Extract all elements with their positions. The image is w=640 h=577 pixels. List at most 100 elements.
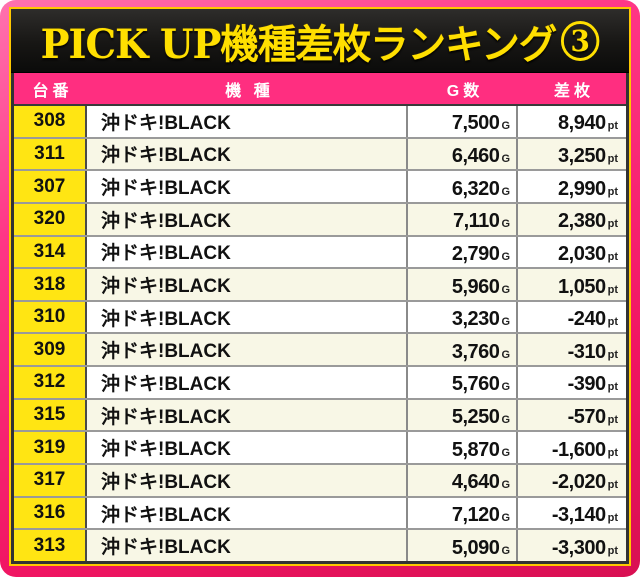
game-count-value: 3,230 bbox=[451, 308, 500, 331]
diff-medals-cell: -3,300 pt bbox=[518, 530, 626, 561]
diff-medals-suffix: pt bbox=[607, 414, 618, 427]
diff-medals-value: 3,250 bbox=[558, 144, 606, 167]
diff-medals-value: -3,300 bbox=[551, 536, 606, 559]
machine-number-cell: 316 bbox=[14, 497, 87, 529]
diff-medals-cell: -3,140 pt bbox=[518, 498, 626, 529]
game-count-value: 7,500 bbox=[451, 112, 500, 135]
rank-number: 3 bbox=[570, 23, 590, 58]
diff-medals-value: 8,940 bbox=[558, 112, 606, 135]
diff-medals-cell: 8,940 pt bbox=[518, 106, 626, 137]
game-count-cell: 5,250 G bbox=[408, 399, 518, 431]
table-row: 317 沖ドキ!BLACK 4,640 G -2,020 pt bbox=[14, 463, 626, 496]
machine-number-cell: 318 bbox=[14, 269, 87, 300]
diff-medals-cell: -310 pt bbox=[518, 334, 626, 366]
table-row: 307 沖ドキ!BLACK 6,320 G 2,990 pt bbox=[14, 169, 626, 202]
rank-number-badge: 3 bbox=[560, 20, 600, 61]
diff-medals-suffix: pt bbox=[607, 544, 618, 557]
game-count-cell: 7,500 G bbox=[408, 106, 518, 137]
diff-medals-suffix: pt bbox=[607, 479, 618, 492]
column-header-game-count: G数 bbox=[446, 82, 484, 100]
machine-name-cell: 沖ドキ!BLACK bbox=[87, 497, 408, 529]
machine-name-cell: 沖ドキ!BLACK bbox=[87, 465, 408, 496]
machine-name-cell: 沖ドキ!BLACK bbox=[87, 301, 408, 333]
table-row: 312 沖ドキ!BLACK 5,760 G -390 pt bbox=[14, 365, 626, 398]
diff-medals-value: -310 bbox=[567, 340, 607, 363]
game-count-cell: 3,760 G bbox=[408, 334, 518, 366]
machine-number-cell: 311 bbox=[14, 138, 87, 170]
diff-medals-value: -570 bbox=[567, 406, 607, 429]
game-count-cell: 5,870 G bbox=[408, 432, 518, 464]
diff-medals-cell: -1,600 pt bbox=[518, 432, 626, 463]
table-row: 313 沖ドキ!BLACK 5,090 G -3,300 pt bbox=[14, 528, 626, 561]
game-count-value: 5,090 bbox=[451, 536, 500, 559]
game-count-suffix: G bbox=[501, 479, 510, 492]
machine-number-cell: 309 bbox=[14, 334, 87, 366]
table-row: 309 沖ドキ!BLACK 3,760 G -310 pt bbox=[14, 332, 626, 366]
game-count-value: 6,320 bbox=[451, 177, 500, 200]
diff-medals-cell: 2,030 pt bbox=[518, 237, 626, 268]
column-header-machine-number: 台番 bbox=[32, 82, 73, 100]
machine-name-cell: 沖ドキ!BLACK bbox=[87, 106, 408, 137]
machine-name-cell: 沖ドキ!BLACK bbox=[87, 236, 408, 268]
panel: PICK UP機種差枚ランキング 3 台番 機 種 G数 差枚 308 沖ドキ!… bbox=[9, 7, 631, 566]
diff-medals-value: -1,600 bbox=[551, 438, 606, 461]
diff-medals-cell: 3,250 pt bbox=[518, 138, 626, 170]
table-row: 315 沖ドキ!BLACK 5,250 G -570 pt bbox=[14, 397, 626, 431]
diff-medals-cell: -240 pt bbox=[518, 302, 626, 333]
game-count-suffix: G bbox=[501, 381, 510, 394]
machine-name-cell: 沖ドキ!BLACK bbox=[87, 269, 408, 300]
diff-medals-cell: -2,020 pt bbox=[518, 465, 626, 496]
table-header-row: 台番 機 種 G数 差枚 bbox=[14, 73, 626, 106]
table-row: 316 沖ドキ!BLACK 7,120 G -3,140 pt bbox=[14, 495, 626, 529]
table-row: 320 沖ドキ!BLACK 7,110 G 2,380 pt bbox=[14, 201, 626, 235]
game-count-suffix: G bbox=[501, 283, 510, 296]
game-count-suffix: G bbox=[501, 512, 510, 524]
title-banner: PICK UP機種差枚ランキング 3 bbox=[11, 9, 629, 73]
diff-medals-value: 1,050 bbox=[558, 275, 606, 298]
game-count-suffix: G bbox=[501, 218, 510, 231]
machine-number-cell: 320 bbox=[14, 203, 87, 235]
machine-name-cell: 沖ドキ!BLACK bbox=[87, 203, 408, 235]
table-row: 308 沖ドキ!BLACK 7,500 G 8,940 pt bbox=[14, 106, 626, 137]
machine-name-cell: 沖ドキ!BLACK bbox=[87, 530, 408, 561]
game-count-suffix: G bbox=[501, 316, 510, 329]
game-count-suffix: G bbox=[501, 120, 510, 133]
column-header-diff-medals: 差枚 bbox=[553, 82, 594, 100]
diff-medals-cell: -570 pt bbox=[518, 399, 626, 431]
machine-number-cell: 315 bbox=[14, 399, 87, 431]
game-count-suffix: G bbox=[501, 250, 510, 263]
game-count-value: 4,640 bbox=[451, 471, 500, 494]
diff-medals-cell: 2,380 pt bbox=[518, 203, 626, 235]
machine-name-cell: 沖ドキ!BLACK bbox=[87, 334, 408, 366]
machine-number-cell: 313 bbox=[14, 530, 87, 561]
machine-number-cell: 319 bbox=[14, 432, 87, 464]
diff-medals-suffix: pt bbox=[607, 250, 618, 263]
game-count-cell: 2,790 G bbox=[408, 236, 518, 268]
table-row: 311 沖ドキ!BLACK 6,460 G 3,250 pt bbox=[14, 136, 626, 170]
machine-name-cell: 沖ドキ!BLACK bbox=[87, 367, 408, 398]
game-count-cell: 5,090 G bbox=[408, 530, 518, 561]
diff-medals-suffix: pt bbox=[607, 316, 618, 329]
machine-name-cell: 沖ドキ!BLACK bbox=[87, 432, 408, 464]
diff-medals-suffix: pt bbox=[607, 348, 618, 361]
page-title: PICK UP機種差枚ランキング 3 bbox=[41, 12, 600, 70]
game-count-value: 3,760 bbox=[451, 340, 500, 363]
table-row: 310 沖ドキ!BLACK 3,230 G -240 pt bbox=[14, 299, 626, 333]
diff-medals-value: -3,140 bbox=[551, 504, 606, 526]
game-count-cell: 6,460 G bbox=[408, 138, 518, 170]
machine-number-cell: 314 bbox=[14, 236, 87, 268]
diff-medals-suffix: pt bbox=[607, 218, 618, 231]
diff-medals-value: -240 bbox=[567, 308, 607, 331]
machine-number-cell: 308 bbox=[14, 106, 87, 137]
diff-medals-value: 2,990 bbox=[558, 177, 606, 200]
machine-name-cell: 沖ドキ!BLACK bbox=[87, 171, 408, 202]
diff-medals-suffix: pt bbox=[607, 512, 618, 524]
diff-medals-suffix: pt bbox=[607, 283, 618, 296]
machine-number-cell: 310 bbox=[14, 301, 87, 333]
game-count-value: 5,760 bbox=[451, 373, 500, 396]
game-count-cell: 7,120 G bbox=[408, 497, 518, 529]
machine-number-cell: 317 bbox=[14, 465, 87, 496]
diff-medals-value: -2,020 bbox=[551, 471, 606, 494]
